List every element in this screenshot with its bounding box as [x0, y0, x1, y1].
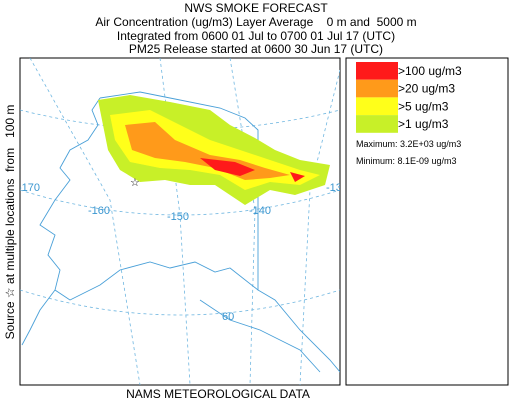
graticule [20, 289, 340, 316]
legend-label: >20 ug/m3 [398, 82, 455, 96]
source-star: ☆ [130, 177, 140, 189]
legend-max: Maximum: 3.2E+03 ug/m3 [356, 139, 461, 149]
subtitle: Air Concentration (ug/m3) Layer Average … [95, 15, 416, 29]
legend-label: >100 ug/m3 [398, 64, 462, 78]
graticule-label: -140 [249, 205, 271, 217]
coastline [39, 97, 259, 301]
coastline [199, 299, 321, 373]
legend: Maximum: 3.2E+03 ug/m3 Minimum: 8.1E-09 … [345, 57, 509, 386]
subtitle: PM25 Release started at 0600 30 Jun 17 (… [129, 42, 383, 56]
footer: NAMS METEOROLOGICAL DATA [126, 387, 310, 401]
legend-label: >1 ug/m3 [398, 117, 449, 131]
legend-label: >5 ug/m3 [398, 99, 449, 113]
graticule [159, 58, 191, 385]
border [99, 91, 340, 373]
subtitle: Integrated from 0600 01 Jul to 0700 01 J… [117, 29, 395, 43]
graticule-label: -160 [88, 205, 110, 217]
legend-swatch [356, 62, 398, 80]
graticule-label: -130 [326, 182, 348, 194]
smoke-20 [125, 122, 290, 180]
graticule-label: -170 [18, 182, 40, 194]
legend-min: Minimum: 8.1E-09 ug/m3 [356, 156, 457, 166]
graticule [20, 109, 340, 131]
graticule [299, 69, 340, 385]
side-label: Source ☆ at multiple locations from 100 … [3, 105, 17, 340]
legend-swatch [356, 115, 398, 133]
map: -170 -160 -150 -140 -130 60 ☆ [18, 57, 348, 386]
smoke-100 [200, 158, 305, 182]
graticule [29, 58, 141, 385]
graticule-label: 60 [222, 311, 234, 323]
title: NWS SMOKE FORECAST [184, 1, 328, 15]
coastline [21, 289, 56, 346]
legend-swatch [356, 97, 398, 116]
legend-swatch [356, 79, 398, 98]
graticule [229, 58, 256, 385]
graticule-label: -150 [167, 211, 189, 223]
